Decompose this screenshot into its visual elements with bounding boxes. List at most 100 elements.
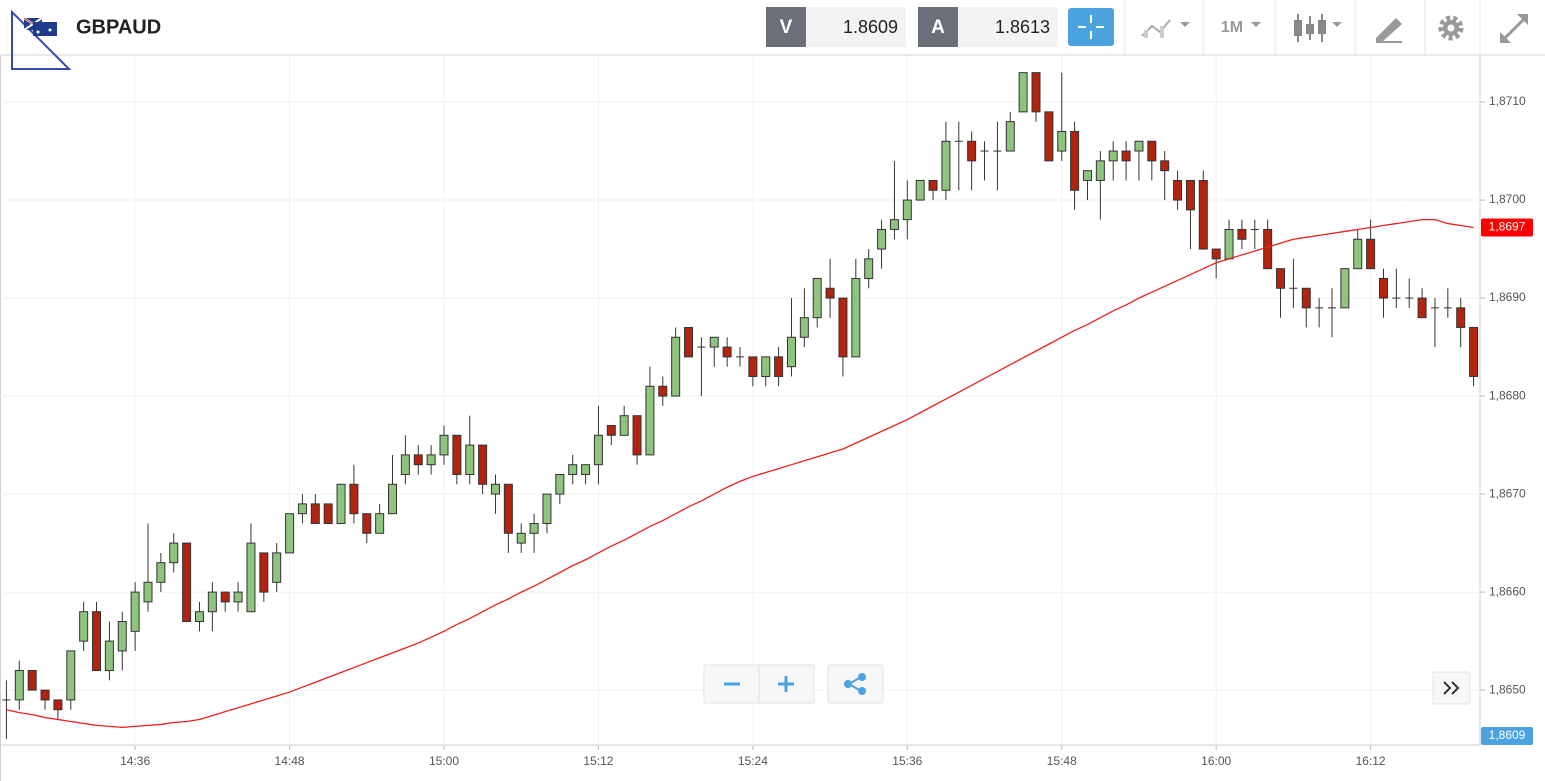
candle <box>233 582 243 612</box>
settings-button[interactable] <box>1438 15 1464 41</box>
candle <box>1121 141 1131 181</box>
candle <box>941 121 951 201</box>
candle <box>1018 72 1028 113</box>
candle <box>1263 219 1273 270</box>
candle-body <box>915 179 925 201</box>
candle <box>1276 268 1286 318</box>
candle <box>722 337 732 367</box>
candle <box>272 543 282 593</box>
ma-price-tag <box>1481 218 1533 237</box>
bid-box[interactable] <box>806 7 906 47</box>
zoom-in-button[interactable] <box>778 676 794 692</box>
candle-body <box>774 356 784 377</box>
candle-body <box>1044 111 1054 162</box>
candle <box>323 503 333 524</box>
candle <box>336 483 346 524</box>
candle <box>748 356 758 387</box>
candle-body <box>1353 238 1363 270</box>
candle <box>1044 111 1054 162</box>
crosshair-button[interactable] <box>1068 8 1114 46</box>
bid-label: V <box>780 17 793 38</box>
fullscreen-button[interactable] <box>1500 14 1528 43</box>
y-tick-label: 1,8710 <box>1489 94 1526 108</box>
flag-icon <box>23 17 57 36</box>
candle <box>375 503 385 534</box>
ma-price-label: 1,8697 <box>1489 220 1526 234</box>
x-tick-label: 14:48 <box>275 754 305 768</box>
candle-body <box>426 454 436 466</box>
candle <box>851 258 861 358</box>
candle-body <box>79 611 89 642</box>
candle <box>400 435 410 485</box>
candle <box>40 689 50 710</box>
ask-tag <box>918 7 958 47</box>
candle-body <box>233 591 243 603</box>
candle-body <box>1198 179 1208 250</box>
candle-body <box>285 513 295 554</box>
candle <box>1095 151 1105 220</box>
candle-body <box>92 611 102 672</box>
candle-body <box>272 552 282 583</box>
candle-body <box>709 336 719 348</box>
chart-type-button[interactable] <box>1141 19 1190 38</box>
candle <box>1134 140 1144 181</box>
candle-body <box>1134 140 1144 152</box>
candle-body <box>503 483 513 534</box>
candle-style-button[interactable] <box>1294 14 1342 42</box>
candle-body <box>838 297 848 358</box>
candle <box>104 621 114 681</box>
candle <box>1198 170 1208 250</box>
candle <box>1250 219 1259 250</box>
y-tick-label: 1,8650 <box>1489 682 1526 696</box>
candle-body <box>362 513 372 534</box>
candle <box>1173 170 1183 210</box>
candle <box>388 454 398 515</box>
candle-body <box>1456 307 1466 328</box>
candle-body <box>323 503 333 524</box>
y-tick-label: 1,8680 <box>1489 388 1526 402</box>
candle-body <box>1070 130 1080 191</box>
candle-body <box>568 464 578 475</box>
candle-body <box>658 385 668 397</box>
share-button[interactable] <box>827 664 884 704</box>
y-tick-label: 1,8660 <box>1489 584 1526 598</box>
y-tick-label: 1,8690 <box>1489 290 1526 304</box>
ask-box[interactable] <box>958 7 1058 47</box>
candle-body <box>1121 150 1131 162</box>
candle <box>1237 219 1247 250</box>
scroll-right-button[interactable] <box>1432 671 1471 705</box>
candle-body <box>555 473 565 495</box>
candle <box>349 464 359 524</box>
candle <box>169 533 179 573</box>
candle-body <box>529 522 539 534</box>
candle-body <box>1185 179 1195 211</box>
candle <box>877 219 887 269</box>
symbol: GBPAUD <box>76 16 161 38</box>
draw-tool-button[interactable] <box>1376 18 1402 43</box>
candle <box>246 523 256 613</box>
y-tick-label: 1,8670 <box>1489 486 1526 500</box>
timeframe[interactable]: 1M <box>1221 19 1243 36</box>
candle <box>799 288 809 348</box>
candle <box>1031 72 1041 122</box>
candle-body <box>812 277 822 319</box>
candle <box>684 326 694 358</box>
candle <box>736 347 744 367</box>
candle-body <box>786 336 796 368</box>
current-price-tag <box>1481 727 1533 745</box>
candle-body <box>581 464 591 475</box>
candle-body <box>941 140 951 191</box>
candle <box>1443 288 1452 318</box>
candle-body <box>220 591 230 603</box>
candle-body <box>1082 170 1092 181</box>
candle <box>285 513 295 554</box>
candle <box>207 582 217 632</box>
candle <box>259 552 269 602</box>
candle <box>1185 179 1195 250</box>
candle <box>1211 248 1221 279</box>
candle <box>645 366 655 456</box>
moving-average <box>6 219 1474 729</box>
candle-body <box>1366 238 1376 270</box>
